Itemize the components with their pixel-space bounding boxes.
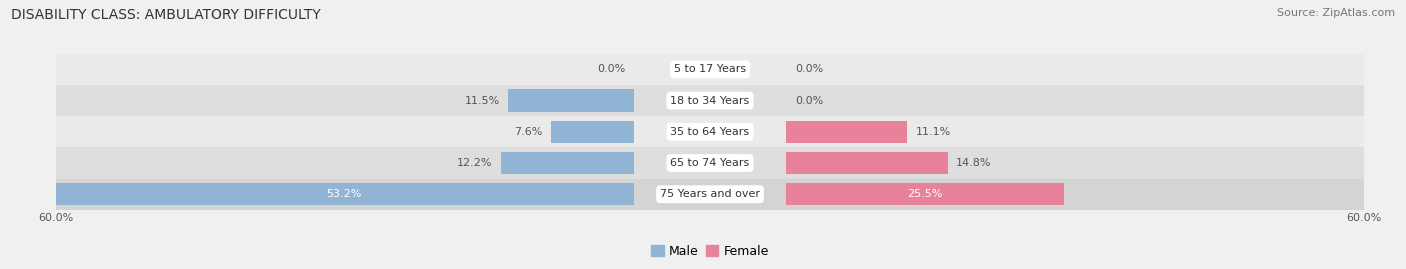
Text: 7.6%: 7.6% xyxy=(513,127,543,137)
Text: 25.5%: 25.5% xyxy=(907,189,943,199)
Text: 14.8%: 14.8% xyxy=(956,158,991,168)
Bar xyxy=(53,183,634,206)
Text: DISABILITY CLASS: AMBULATORY DIFFICULTY: DISABILITY CLASS: AMBULATORY DIFFICULTY xyxy=(11,8,321,22)
Text: 35 to 64 Years: 35 to 64 Years xyxy=(671,127,749,137)
Text: 75 Years and over: 75 Years and over xyxy=(659,189,761,199)
Text: 0.0%: 0.0% xyxy=(794,64,824,75)
Bar xyxy=(56,54,1364,85)
Text: 53.2%: 53.2% xyxy=(326,189,361,199)
Bar xyxy=(786,121,907,143)
Bar xyxy=(509,89,634,112)
Text: 11.5%: 11.5% xyxy=(464,95,499,106)
Bar xyxy=(786,183,1064,206)
Bar xyxy=(786,152,948,174)
Text: 0.0%: 0.0% xyxy=(794,95,824,106)
Text: 0.0%: 0.0% xyxy=(596,64,626,75)
Text: Source: ZipAtlas.com: Source: ZipAtlas.com xyxy=(1277,8,1395,18)
Bar xyxy=(551,121,634,143)
Bar xyxy=(501,152,634,174)
Legend: Male, Female: Male, Female xyxy=(647,240,773,263)
Text: 65 to 74 Years: 65 to 74 Years xyxy=(671,158,749,168)
Text: 11.1%: 11.1% xyxy=(915,127,952,137)
Text: 12.2%: 12.2% xyxy=(457,158,492,168)
Text: 5 to 17 Years: 5 to 17 Years xyxy=(673,64,747,75)
Text: 18 to 34 Years: 18 to 34 Years xyxy=(671,95,749,106)
Bar xyxy=(56,85,1364,116)
Bar xyxy=(56,179,1364,210)
Bar xyxy=(56,147,1364,179)
Bar xyxy=(56,116,1364,147)
